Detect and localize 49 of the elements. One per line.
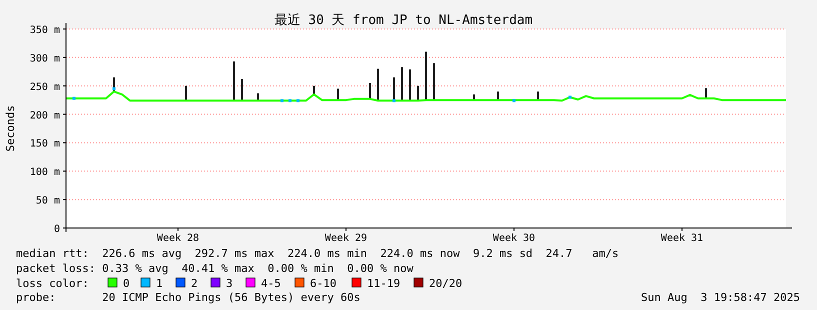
point <box>280 99 284 102</box>
y-tick-label: 150 m <box>30 138 60 150</box>
point <box>392 99 396 102</box>
text: median rtt: 226.6 ms avg 292.7 ms max 224.0 ms min 224.0 ms now 9.2 ms sd 24.7 am/s <box>16 247 619 260</box>
legend-label: 20/20 <box>429 277 462 290</box>
y-tick-label: 200 m <box>30 110 60 122</box>
point <box>512 99 516 102</box>
y-axis-title: Seconds <box>4 105 17 152</box>
bar <box>377 68 379 101</box>
legend-label: 6-10 <box>310 277 336 290</box>
x-tick-label: Week 28 <box>156 233 200 244</box>
point <box>296 99 300 102</box>
point <box>568 96 572 99</box>
bar <box>241 79 243 101</box>
y-tick-label: 0 <box>54 224 60 235</box>
point <box>112 87 116 90</box>
legend-label: 4-5 <box>261 277 281 290</box>
bar <box>433 63 435 100</box>
line-series <box>65 90 787 102</box>
legend-label: 3 <box>226 277 233 290</box>
bar <box>185 86 187 101</box>
bar <box>393 77 395 101</box>
legend-label: 1 <box>156 277 163 290</box>
legend-label: 11-19 <box>367 277 400 290</box>
y-tick-label: 100 m <box>30 167 60 178</box>
text: packet loss: 0.33 % avg 40.41 % max 0.00 % min 0.00 % now <box>16 262 414 275</box>
legend-title: loss color: <box>16 277 89 290</box>
bar <box>401 67 403 101</box>
y-tick-label: 50 m <box>36 196 60 207</box>
x-tick-label: Week 30 <box>492 233 536 244</box>
bar <box>233 61 235 101</box>
text: probe: 20 ICMP Echo Pings (56 Bytes) every 60s <box>16 291 360 304</box>
bar <box>417 86 419 101</box>
bar <box>337 88 339 100</box>
text: Sun Aug 3 19:58:47 2025 <box>641 291 800 304</box>
bar <box>369 83 371 99</box>
bar <box>409 69 411 101</box>
legend-label: 2 <box>191 277 198 290</box>
chart-title: 最近 30 天 from JP to NL-Amsterdam <box>274 13 533 28</box>
point <box>72 96 76 100</box>
legend-label: 0 <box>123 277 130 290</box>
x-tick-label: Week 29 <box>324 233 368 244</box>
point <box>288 99 292 102</box>
bar <box>705 88 707 98</box>
x-tick-label: Week 31 <box>660 233 704 244</box>
bar <box>425 52 427 100</box>
y-tick-label: 300 m <box>30 53 60 64</box>
y-tick-label: 350 m <box>30 25 60 36</box>
y-tick-label: 250 m <box>30 82 60 93</box>
